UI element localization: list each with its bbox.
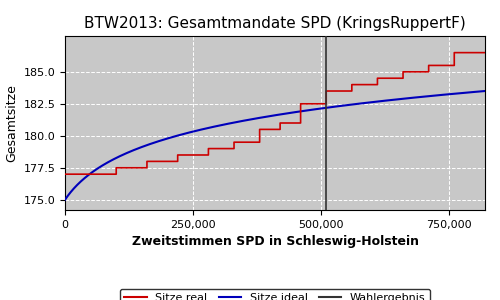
Legend: Sitze real, Sitze ideal, Wahlergebnis: Sitze real, Sitze ideal, Wahlergebnis [120, 289, 430, 300]
Y-axis label: Gesamtsitze: Gesamtsitze [5, 84, 18, 162]
Title: BTW2013: Gesamtmandate SPD (KringsRuppertF): BTW2013: Gesamtmandate SPD (KringsRupper… [84, 16, 466, 31]
X-axis label: Zweitstimmen SPD in Schleswig-Holstein: Zweitstimmen SPD in Schleswig-Holstein [132, 235, 418, 248]
